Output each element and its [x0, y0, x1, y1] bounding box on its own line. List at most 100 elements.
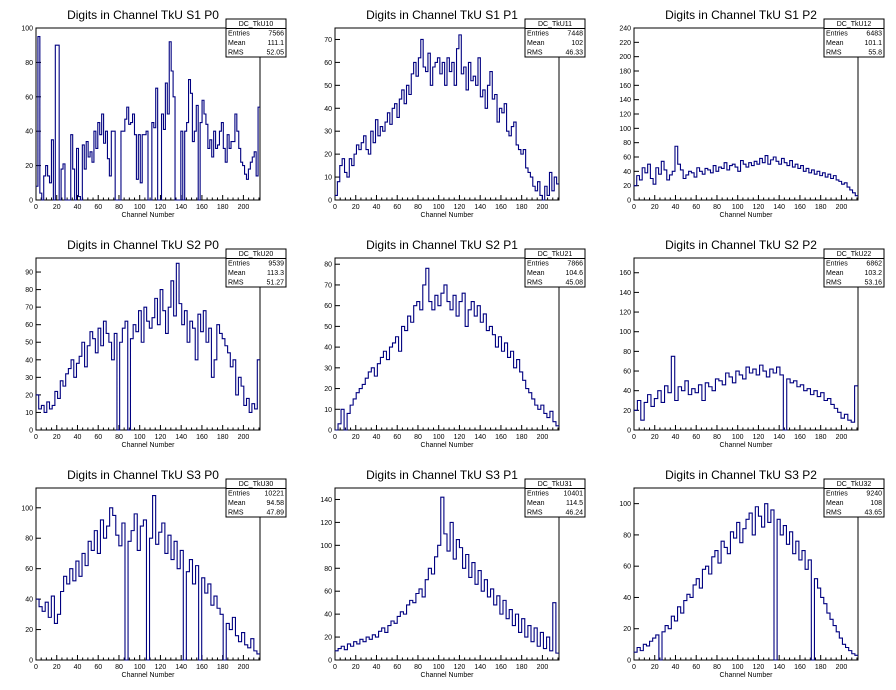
x-tick-label: 100	[732, 664, 744, 671]
x-axis-label: Channel Number	[122, 442, 176, 449]
histogram-panel: Digits in Channel TkU S1 P2 0 20 40 60 80 100 1…	[619, 8, 885, 219]
x-tick-label: 20	[53, 664, 61, 671]
x-tick-label: 180	[516, 204, 528, 211]
y-tick-label: 20	[25, 163, 33, 170]
stats-name: DC_TkU10	[239, 21, 274, 28]
x-tick-label: 0	[333, 664, 337, 671]
x-tick-label: 40	[672, 204, 680, 211]
x-tick-label: 0	[34, 434, 38, 441]
x-tick-label: 80	[713, 664, 721, 671]
y-tick-label: 10	[324, 407, 332, 414]
stats-label-rms: RMS	[228, 280, 244, 287]
y-tick-label: 40	[623, 595, 631, 602]
stats-value-entries: 6483	[866, 31, 882, 38]
y-tick-label: 60	[25, 566, 33, 573]
x-tick-label: 100	[433, 434, 445, 441]
histogram-series	[633, 355, 858, 431]
plot-frame	[35, 257, 261, 431]
stats-value-entries: 10401	[564, 491, 584, 498]
x-tick-label: 100	[134, 664, 146, 671]
histogram-panel: Digits in Channel TkU S1 P10 20 40 60 80 100 1…	[324, 8, 586, 219]
y-tick-label: 40	[25, 129, 33, 136]
y-tick-label: 50	[324, 324, 332, 331]
x-tick-label: 160	[794, 204, 806, 211]
x-tick-label: 140	[773, 664, 785, 671]
y-tick-label: 180	[619, 69, 631, 76]
stats-box-frame	[823, 248, 885, 288]
y-tick-label: 20	[623, 626, 631, 633]
x-tick-label: 200	[537, 434, 549, 441]
x-tick-label: 180	[815, 664, 827, 671]
stats-box: DC_TkU31 Entries 10401 Mean 114.5 RMS 46.24	[524, 478, 586, 518]
stats-value-entries: 7566	[268, 31, 284, 38]
y-tick-label: 40	[623, 388, 631, 395]
plot-frame	[633, 487, 859, 661]
x-tick-label: 120	[753, 204, 765, 211]
stats-value-rms: 46.33	[565, 50, 583, 57]
y-tick-label: 120	[320, 520, 332, 527]
y-tick-label: 160	[619, 270, 631, 277]
stats-name: DC_TkU22	[837, 251, 872, 258]
x-tick-label: 200	[537, 664, 549, 671]
x-tick-label: 20	[352, 204, 360, 211]
stats-value-mean: 108	[870, 500, 882, 507]
histogram-series	[36, 36, 260, 201]
plot-frame	[334, 257, 560, 431]
y-tick-label: 0	[29, 658, 33, 665]
x-tick-label: 0	[333, 204, 337, 211]
stats-value-rms: 43.65	[864, 510, 882, 517]
y-tick-label: 40	[25, 597, 33, 604]
y-tick-label: 50	[324, 83, 332, 90]
stats-label-mean: Mean	[228, 500, 246, 507]
histogram-panel: Digits in Channel TkU S3 P0 0 20 40 60 80 100 1…	[21, 468, 287, 679]
stats-value-entries: 9539	[268, 261, 284, 268]
panel-title: Digits in Channel TkU S1 P0	[67, 8, 219, 22]
y-tick-label: 100	[21, 505, 33, 512]
x-tick-label: 20	[651, 664, 659, 671]
y-tick-label: 100	[619, 501, 631, 508]
x-tick-label: 80	[414, 664, 422, 671]
x-tick-label: 100	[732, 204, 744, 211]
x-tick-label: 60	[94, 664, 102, 671]
y-tick-label: 60	[623, 564, 631, 571]
x-tick-label: 40	[672, 664, 680, 671]
x-tick-label: 80	[115, 434, 123, 441]
x-tick-label: 100	[134, 434, 146, 441]
y-tick-label: 140	[619, 97, 631, 104]
stats-name: DC_TkU12	[837, 21, 872, 28]
x-tick-label: 20	[53, 434, 61, 441]
y-tick-label: 30	[25, 375, 33, 382]
y-tick-label: 20	[25, 627, 33, 634]
x-tick-label: 120	[753, 664, 765, 671]
y-tick-label: 20	[623, 408, 631, 415]
x-axis-label: Channel Number	[122, 672, 176, 679]
histogram-series	[633, 145, 858, 197]
x-tick-label: 60	[393, 664, 401, 671]
x-tick-label: 80	[115, 664, 123, 671]
stats-name: DC_TkU21	[538, 251, 573, 258]
y-tick-label: 70	[25, 305, 33, 312]
stats-label-mean: Mean	[228, 40, 246, 47]
stats-label-entries: Entries	[527, 261, 549, 268]
x-tick-label: 100	[433, 204, 445, 211]
stats-value-mean: 94.58	[266, 500, 284, 507]
stats-label-rms: RMS	[527, 50, 543, 57]
histogram-panel: Digits in Channel TkU S2 P00 20 40 60 80 100 1…	[25, 238, 287, 449]
x-tick-label: 40	[373, 204, 381, 211]
x-tick-label: 180	[516, 434, 528, 441]
x-tick-label: 180	[217, 434, 229, 441]
x-tick-label: 180	[815, 204, 827, 211]
histogram-series	[335, 267, 559, 431]
y-tick-label: 100	[320, 543, 332, 550]
stats-box: DC_TkU10 Entries 7566 Mean 111.1 RMS 52.05	[225, 18, 287, 58]
stats-box-frame	[225, 478, 287, 518]
x-tick-label: 60	[692, 434, 700, 441]
x-tick-label: 100	[134, 204, 146, 211]
y-tick-label: 120	[619, 112, 631, 119]
y-tick-label: 0	[627, 658, 631, 665]
x-tick-label: 60	[393, 204, 401, 211]
x-axis-label: Channel Number	[421, 672, 475, 679]
stats-value-entries: 7866	[567, 261, 583, 268]
x-tick-label: 120	[753, 434, 765, 441]
stats-value-mean: 101.1	[864, 40, 882, 47]
